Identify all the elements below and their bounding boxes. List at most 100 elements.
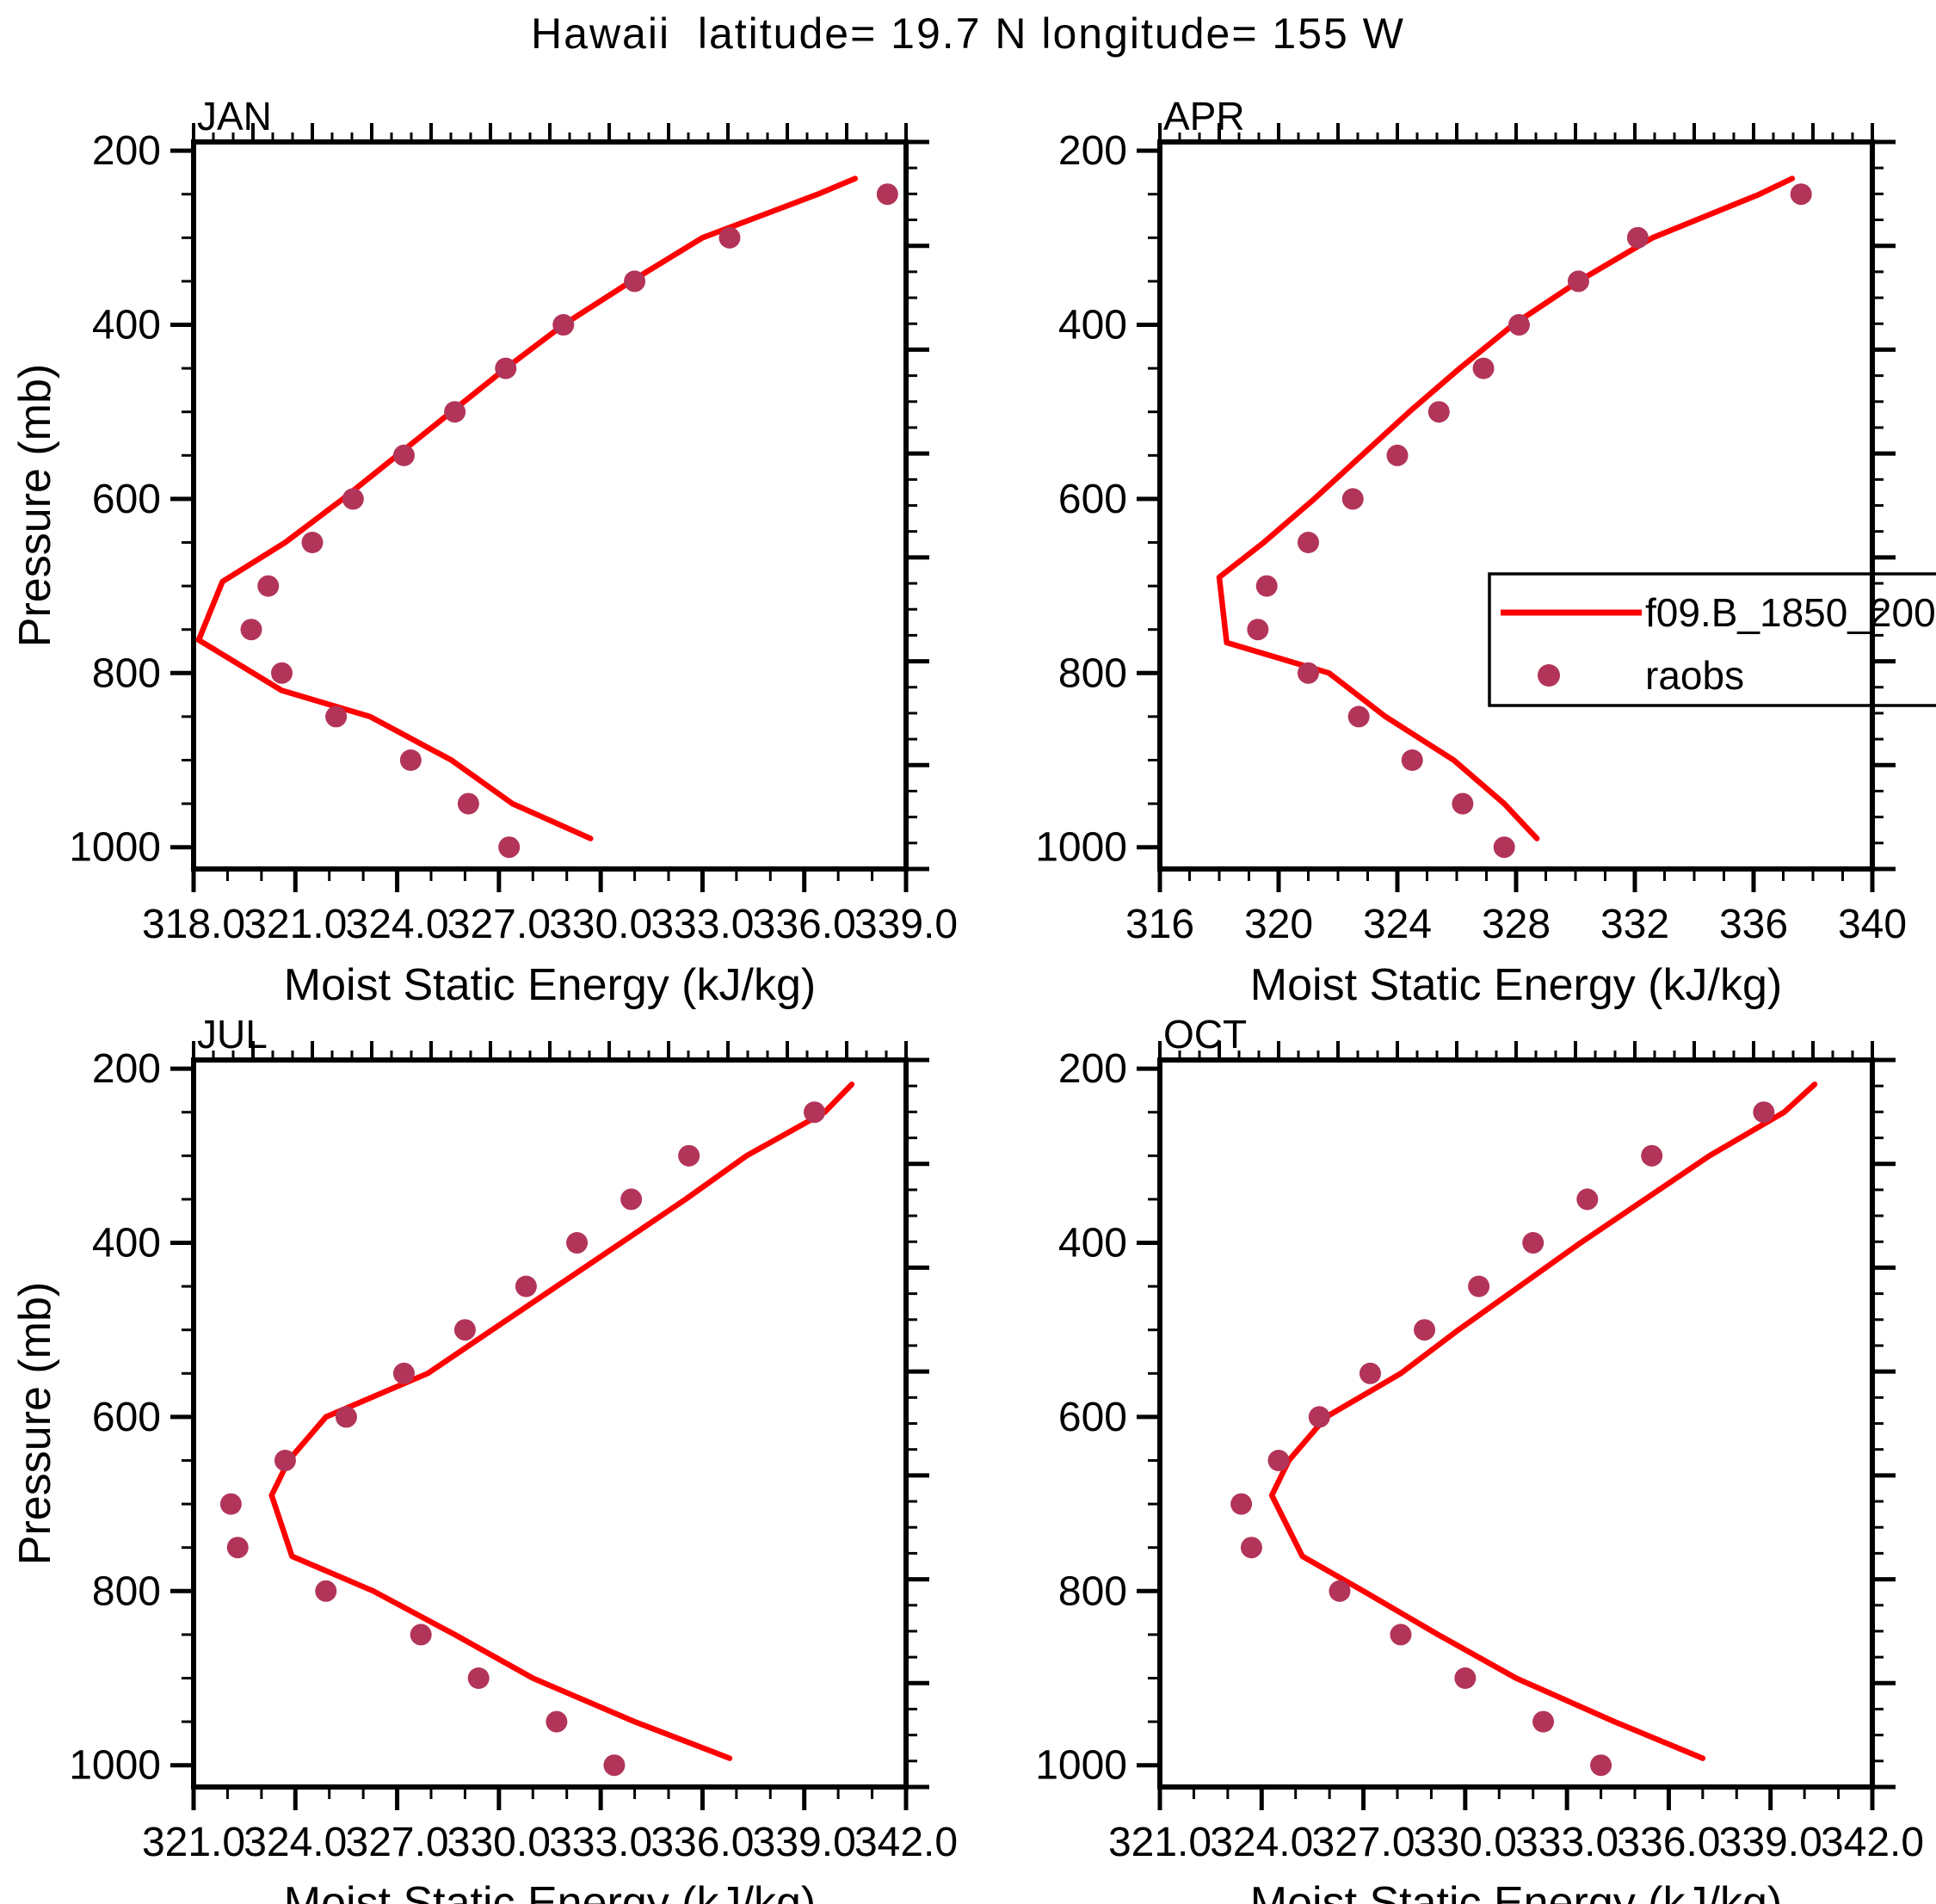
- raobs-dot: [392, 444, 415, 466]
- y-axis-label: Pressure (mb): [10, 364, 60, 647]
- raobs-dot: [1329, 1580, 1351, 1602]
- y-tick-label: 200: [1058, 1046, 1127, 1092]
- panel-OCT: 321.0324.0327.0330.0333.0336.0339.0342.0…: [1035, 1012, 1924, 1904]
- x-tick-label: 339.0: [854, 902, 958, 947]
- x-tick-label: 327.0: [346, 1820, 449, 1865]
- x-axis-label: Moist Static Energy (kJ/kg): [1250, 960, 1782, 1010]
- y-tick-label: 600: [92, 1395, 161, 1440]
- x-axis-label: Moist Static Energy (kJ/kg): [1250, 1878, 1782, 1904]
- raobs-dot: [325, 706, 348, 728]
- y-axis-label: Pressure (mb): [10, 1282, 60, 1565]
- x-tick-label: 342.0: [1821, 1820, 1924, 1865]
- raobs-dot: [240, 619, 262, 641]
- y-tick-label: 1000: [1035, 825, 1127, 871]
- y-tick-label: 1000: [69, 1743, 161, 1789]
- raobs-dot: [498, 836, 521, 859]
- raobs-dot: [1347, 706, 1370, 728]
- raobs-dot: [226, 1537, 249, 1559]
- x-tick-label: 340: [1838, 902, 1907, 947]
- panel-JUL: 321.0324.0327.0330.0333.0336.0339.0342.0…: [69, 1012, 958, 1904]
- raobs-dot: [804, 1101, 826, 1124]
- plot-frame: [1157, 139, 1875, 872]
- x-tick-label: 327.0: [447, 902, 551, 947]
- raobs-dot: [342, 488, 364, 510]
- raobs-dot: [257, 575, 280, 597]
- x-tick-label: 324: [1363, 902, 1432, 947]
- profile-line-JUL: [268, 1081, 855, 1761]
- raobs-dot: [1641, 1144, 1663, 1167]
- x-tick-label: 321.0: [142, 1820, 245, 1865]
- raobs-dot: [457, 792, 479, 815]
- raobs-dot: [1468, 1275, 1490, 1297]
- y-tick-label: 800: [1058, 650, 1127, 696]
- legend-dot-sample: [1538, 664, 1560, 687]
- x-tick-label: 324.0: [244, 1820, 347, 1865]
- x-tick-label: 336.0: [1617, 1820, 1720, 1865]
- panel-APR: 316 320 324 328 332 336 340 200 400 600 800 1000 APR…: [1035, 94, 1907, 1010]
- raobs-dot: [1308, 1406, 1330, 1428]
- raobs-dot: [392, 1362, 415, 1384]
- profile-line-JAN: [195, 176, 859, 841]
- raobs-dot: [1790, 183, 1812, 206]
- raobs-dot: [444, 401, 466, 423]
- y-tick-label: 400: [1058, 303, 1127, 348]
- raobs-dot: [1267, 1450, 1290, 1472]
- raobs-dot: [1414, 1319, 1436, 1341]
- raobs-dot: [1590, 1754, 1612, 1777]
- panel-title: OCT: [1163, 1012, 1247, 1057]
- x-tick-label: 333.0: [549, 1820, 652, 1865]
- raobs-dot: [1626, 226, 1649, 249]
- raobs-dot: [1452, 792, 1474, 815]
- raobs-dot: [335, 1406, 357, 1428]
- raobs-dot: [1472, 357, 1495, 379]
- panel-title: JAN: [197, 94, 272, 139]
- raobs-dot: [271, 662, 293, 684]
- x-axis-label: Moist Static Energy (kJ/kg): [284, 1878, 816, 1904]
- x-tick-label: 330.0: [549, 902, 652, 947]
- raobs-dot: [1230, 1493, 1253, 1515]
- raobs-dot: [620, 1188, 643, 1211]
- x-tick-label: 316: [1125, 902, 1194, 947]
- legend-line-label: f09.B_1850_200: [1645, 590, 1936, 635]
- y-tick-label: 800: [92, 1568, 161, 1614]
- x-tick-label: 336: [1719, 902, 1788, 947]
- raobs-dot: [1255, 575, 1278, 597]
- legend-dot-label: raobs: [1645, 653, 1744, 698]
- x-tick-label: 318.0: [142, 902, 245, 947]
- x-tick-label: 321.0: [244, 902, 347, 947]
- y-tick-label: 1000: [1035, 1743, 1127, 1789]
- raobs-dot: [1576, 1188, 1599, 1211]
- y-tick-label: 400: [92, 303, 161, 348]
- raobs-dot: [467, 1667, 490, 1690]
- y-tick-label: 1000: [69, 825, 161, 871]
- raobs-dot: [219, 1493, 242, 1515]
- y-tick-label: 800: [1058, 1568, 1127, 1614]
- raobs-dot: [1240, 1537, 1262, 1559]
- raobs-dot: [1247, 619, 1269, 641]
- raobs-dot: [301, 532, 324, 554]
- y-tick-label: 600: [1058, 1395, 1127, 1440]
- y-tick-label: 200: [1058, 128, 1127, 174]
- raobs-dot: [546, 1710, 568, 1733]
- legend-box: [1488, 572, 1936, 707]
- x-tick-label: 339.0: [753, 1820, 856, 1865]
- raobs-dot: [718, 226, 741, 249]
- profile-line-APR: [1216, 176, 1796, 841]
- raobs-dot: [1401, 749, 1423, 772]
- x-axis-label: Moist Static Energy (kJ/kg): [284, 960, 816, 1010]
- page-title: Hawaii latitude= 19.7 N longitude= 155 W: [531, 9, 1405, 58]
- raobs-dot: [876, 183, 898, 206]
- profile-line-OCT: [1268, 1081, 1818, 1761]
- raobs-dot: [495, 357, 517, 379]
- x-tick-label: 324.0: [1210, 1820, 1313, 1865]
- raobs-dot: [399, 749, 422, 772]
- raobs-dot: [1507, 314, 1530, 336]
- x-tick-label: 320: [1244, 902, 1313, 947]
- x-tick-label: 333.0: [650, 902, 754, 947]
- panel-title: APR: [1163, 94, 1245, 139]
- raobs-dot: [1298, 532, 1319, 554]
- raobs-dot: [603, 1754, 626, 1777]
- raobs-dot: [453, 1319, 476, 1341]
- y-tick-label: 400: [92, 1221, 161, 1266]
